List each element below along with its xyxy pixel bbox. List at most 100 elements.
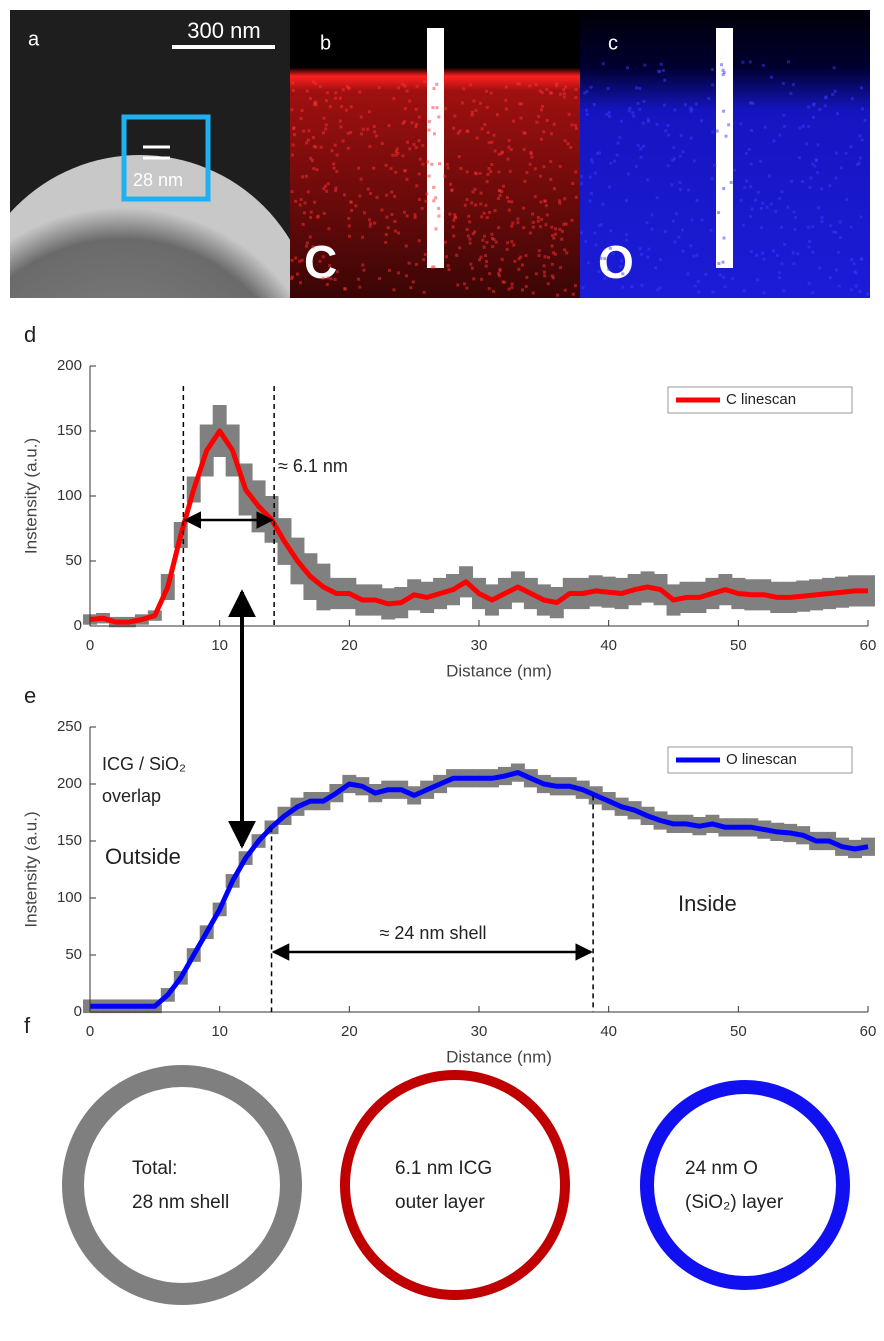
speckle (724, 134, 728, 138)
speckle (718, 273, 722, 277)
speckle (772, 139, 776, 143)
speckle (359, 177, 363, 181)
y-tick-label: 150 (57, 422, 82, 439)
speckle (824, 96, 828, 100)
speckle (372, 125, 376, 129)
speckle (418, 198, 422, 202)
speckle (607, 111, 611, 115)
speckle (849, 288, 853, 292)
speckle (445, 162, 449, 166)
x-tick-label: 30 (471, 637, 488, 654)
speckle (329, 277, 333, 281)
speckle (696, 280, 700, 284)
speckle (513, 259, 517, 263)
speckle (664, 129, 668, 133)
speckle (512, 119, 516, 123)
speckle (384, 163, 388, 167)
speckle (349, 200, 353, 204)
speckle (339, 125, 343, 129)
speckle (574, 195, 578, 199)
speckle (473, 187, 477, 191)
speckle (456, 283, 460, 287)
speckle (500, 257, 504, 261)
speckle (427, 120, 431, 124)
speckle (482, 245, 486, 249)
speckle (545, 87, 549, 91)
speckle (707, 96, 711, 100)
x-tick-label: 0 (86, 1023, 94, 1040)
speckle (722, 236, 726, 240)
speckle (778, 271, 782, 275)
speckle (306, 138, 310, 142)
x-tick-label: 50 (730, 637, 747, 654)
speckle (506, 157, 510, 161)
speckle (673, 240, 677, 244)
speckle (747, 148, 751, 152)
speckle (405, 214, 409, 218)
speckle (349, 130, 353, 134)
speckle (834, 268, 838, 272)
speckle (550, 225, 554, 229)
speckle (294, 256, 298, 260)
ring-label: 6.1 nm ICG (395, 1158, 492, 1179)
speckle (361, 263, 365, 267)
speckle (435, 106, 439, 110)
y-tick-label: 100 (57, 889, 82, 906)
speckle (620, 259, 624, 263)
speckle (390, 213, 394, 217)
speckle (551, 234, 555, 238)
speckle (497, 152, 501, 156)
speckle (487, 167, 491, 171)
y-tick-label: 50 (65, 946, 82, 963)
speckle (485, 180, 489, 184)
speckle (783, 242, 787, 246)
speckle (811, 162, 815, 166)
speckle (833, 89, 837, 93)
speckle (302, 129, 306, 133)
speckle (549, 177, 553, 181)
speckle (423, 252, 427, 256)
speckle (543, 274, 547, 278)
speckle (314, 145, 318, 149)
speckle (670, 183, 674, 187)
speckle (486, 172, 490, 176)
x-tick-label: 50 (730, 1023, 747, 1040)
speckle (751, 101, 755, 105)
speckle (646, 255, 650, 259)
speckle (292, 133, 296, 137)
speckle (756, 278, 760, 282)
speckle (755, 253, 759, 257)
speckle (548, 91, 552, 95)
speckle (501, 184, 505, 188)
speckle (500, 190, 504, 194)
speckle (475, 136, 479, 140)
speckle (391, 153, 395, 157)
speckle (485, 260, 489, 264)
speckle (434, 227, 438, 231)
speckle (322, 187, 326, 191)
speckle (466, 234, 470, 238)
speckle (655, 122, 659, 126)
speckle (366, 187, 370, 191)
speckle (520, 288, 524, 292)
speckle (401, 121, 405, 125)
speckle (638, 107, 642, 111)
roi-box (121, 114, 211, 202)
annotation: Inside (678, 891, 737, 916)
speckle (811, 291, 815, 295)
speckle (349, 105, 353, 109)
panel-label: d (24, 322, 36, 347)
y-tick-label: 200 (57, 775, 82, 792)
speckle (483, 234, 487, 238)
speckle (377, 277, 381, 281)
speckle (791, 251, 795, 255)
speckle (618, 135, 622, 139)
speckle (435, 82, 439, 86)
speckle (639, 252, 643, 256)
speckle (704, 272, 708, 276)
speckle (745, 179, 749, 183)
annotation: overlap (102, 786, 161, 806)
speckle (519, 116, 523, 120)
speckle (672, 146, 676, 150)
speckle (325, 91, 329, 95)
